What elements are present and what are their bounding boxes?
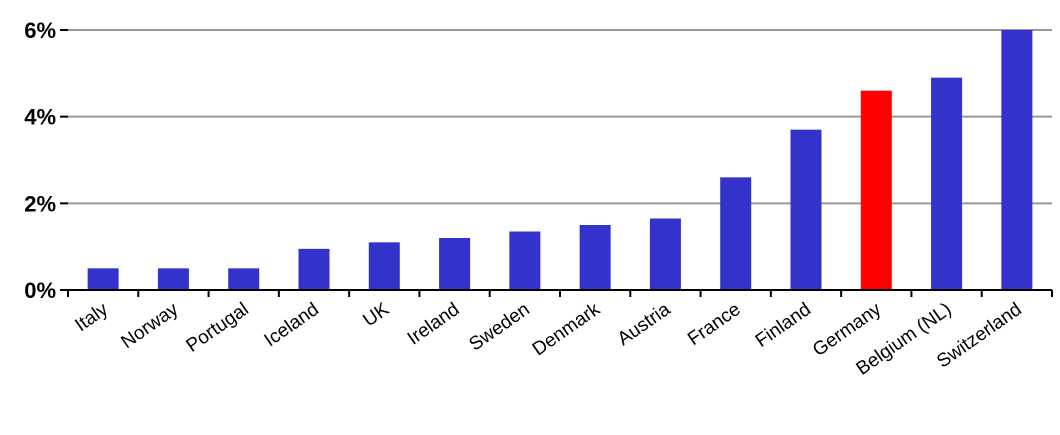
bar-norway bbox=[157, 268, 189, 290]
bar-switzerland bbox=[1001, 30, 1033, 290]
bar-ireland bbox=[439, 238, 471, 290]
bar-uk bbox=[368, 242, 400, 290]
x-tick-label: Iceland bbox=[261, 299, 323, 351]
y-tick-label: 6% bbox=[24, 18, 56, 43]
bar-germany bbox=[860, 90, 892, 291]
bar-sweden bbox=[509, 231, 541, 290]
x-tick-label: Portugal bbox=[183, 299, 253, 357]
x-tick-labels: Italy Norway Portugal Iceland UK Ireland Swede… bbox=[71, 299, 1025, 380]
x-tick-label: Norway bbox=[117, 299, 182, 353]
x-tick-label: Finland bbox=[752, 299, 815, 352]
bar-denmark bbox=[579, 225, 611, 290]
bar-austria bbox=[649, 218, 681, 290]
bars bbox=[87, 30, 1033, 291]
x-tick-label: Denmark bbox=[529, 299, 605, 361]
bar-belgium-nl bbox=[931, 77, 963, 291]
bar-france bbox=[720, 177, 752, 290]
bar-iceland bbox=[298, 248, 330, 290]
x-tick-label: Austria bbox=[614, 299, 675, 350]
bar-portugal bbox=[228, 268, 260, 290]
y-tick-label: 2% bbox=[24, 191, 56, 216]
x-tick-label: Sweden bbox=[465, 299, 533, 356]
x-ticks bbox=[67, 290, 1053, 297]
bar-italy bbox=[87, 268, 119, 290]
x-tick-label: France bbox=[684, 299, 744, 350]
x-tick-label: Ireland bbox=[404, 299, 464, 350]
bar-finland bbox=[790, 129, 822, 290]
y-tick-label: 4% bbox=[24, 105, 56, 130]
y-tick-label: 0% bbox=[24, 278, 56, 303]
x-tick-label: UK bbox=[359, 299, 393, 332]
y-tick-labels: 0% 2% 4% 6% bbox=[24, 18, 56, 303]
x-tick-label: Italy bbox=[71, 299, 112, 336]
gridlines bbox=[60, 29, 1052, 291]
